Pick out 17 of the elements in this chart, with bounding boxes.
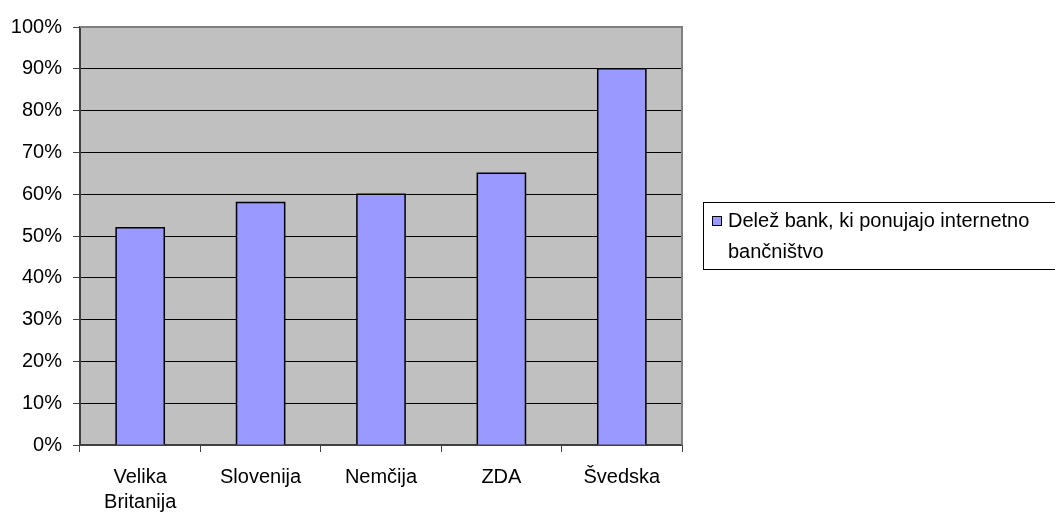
x-tick-label: Slovenija [220,465,303,488]
x-tick-label: ZDA [481,465,523,488]
x-tick-label: Velika Britanija [104,465,178,513]
y-tick-label: 90% [21,56,63,79]
y-tick-label: 20% [21,348,63,371]
x-tick-label: Nemčija [344,465,418,488]
x-tick-label: Švedska [583,465,662,488]
y-tick-label: 100% [10,14,63,37]
y-tick-label: 80% [21,98,63,121]
y-tick-label: 0% [33,432,63,455]
y-tick-label: 60% [21,181,63,204]
y-tick-label: 40% [21,265,63,288]
y-tick-label: 70% [21,139,63,162]
y-tick-label: 30% [21,307,63,330]
y-tick-label: 50% [21,223,63,246]
legend-label: Delež bank, ki ponujajo internetno bančništvo [728,209,1030,262]
y-tick-label: 10% [21,390,63,413]
